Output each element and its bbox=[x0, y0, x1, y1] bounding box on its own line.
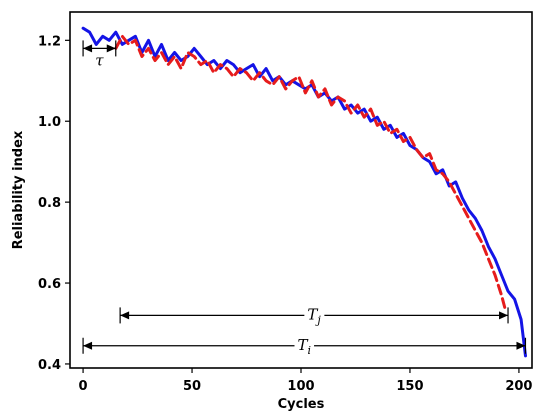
y-tick-label: 0.4 bbox=[38, 358, 61, 373]
y-tick-label: 1.0 bbox=[38, 115, 61, 130]
arrow-head-right bbox=[516, 341, 526, 350]
y-axis: 0.4 0.6 0.8 1.0 1.2 bbox=[38, 34, 70, 373]
arrow-head-left bbox=[83, 341, 93, 350]
x-tick-label: 200 bbox=[505, 379, 532, 394]
arrow-head-right bbox=[106, 44, 116, 53]
series-line-1 bbox=[81, 26, 527, 358]
x-axis-label: Cycles bbox=[278, 397, 325, 412]
plot-area bbox=[70, 12, 532, 368]
x-axis: 0 50 100 150 200 bbox=[79, 368, 532, 394]
x-tick-label: 100 bbox=[287, 379, 314, 394]
interval-annotation-3: Ti bbox=[82, 334, 527, 358]
x-tick-label: 50 bbox=[183, 379, 201, 394]
annotation-layer: τ Tj Ti bbox=[82, 40, 527, 358]
y-tick-label: 0.6 bbox=[38, 277, 61, 292]
y-tick-label: 1.2 bbox=[38, 34, 61, 49]
interval-label-background bbox=[304, 304, 325, 328]
interval-label-background bbox=[294, 334, 315, 358]
series-layer bbox=[81, 26, 527, 358]
interval-label: τ bbox=[95, 51, 104, 69]
arrow-head-left bbox=[83, 44, 93, 53]
y-tick-label: 0.8 bbox=[38, 196, 61, 211]
interval-annotation-2: Tj bbox=[119, 304, 509, 328]
x-tick-label: 150 bbox=[396, 379, 423, 394]
arrow-head-right bbox=[499, 311, 509, 320]
arrow-head-left bbox=[120, 311, 130, 320]
y-axis-label: Reliability index bbox=[11, 130, 26, 249]
series-line-2 bbox=[114, 34, 508, 313]
interval-annotation-1: τ bbox=[82, 40, 117, 69]
x-tick-label: 0 bbox=[79, 379, 88, 394]
